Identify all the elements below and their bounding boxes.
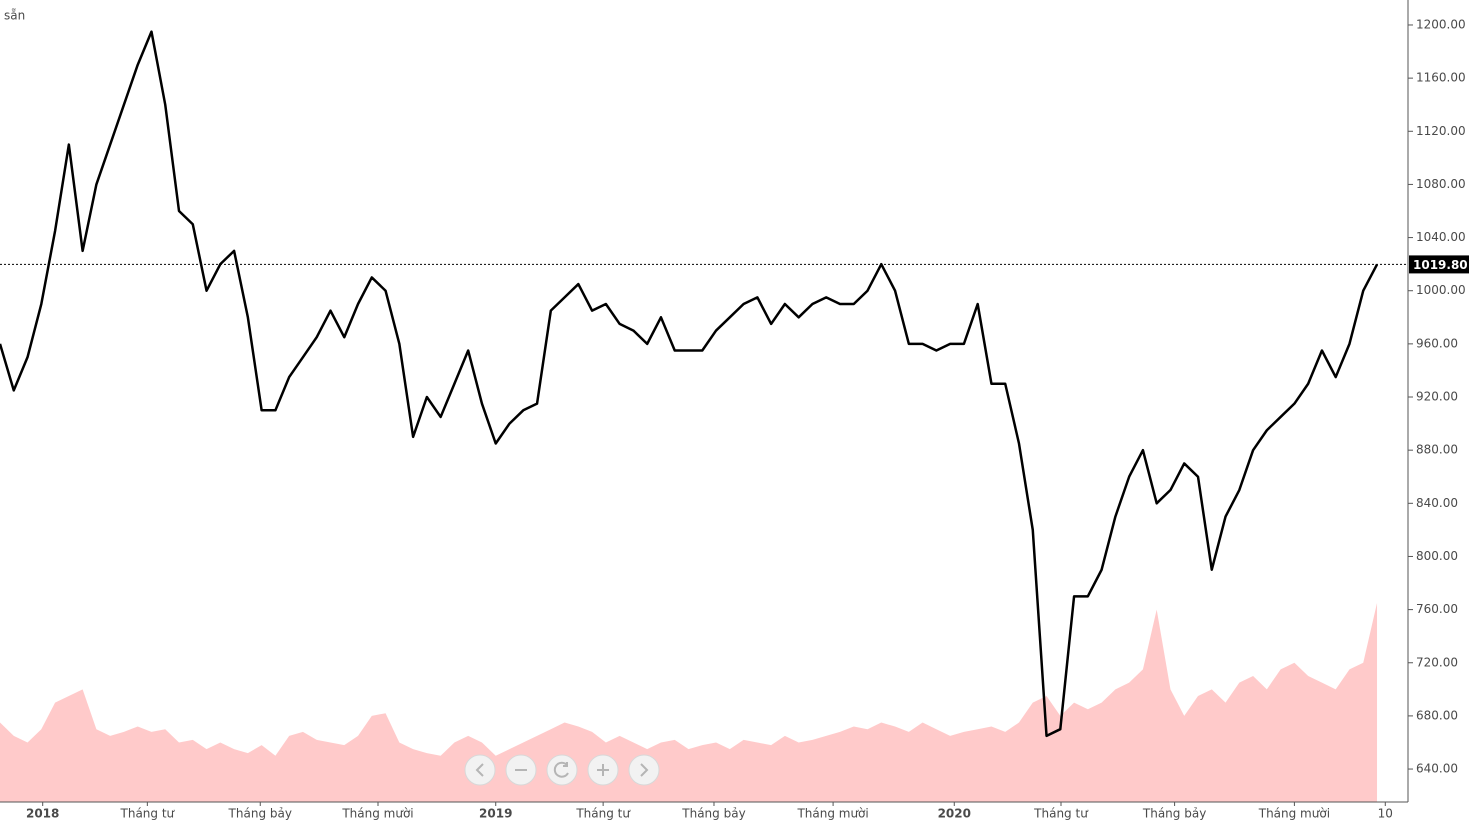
chart-title: sẵn <box>4 9 25 23</box>
y-tick-label: 1080.00 <box>1416 177 1466 191</box>
x-tick-label: Tháng bảy <box>681 807 745 821</box>
nav-buttons <box>464 754 660 786</box>
y-tick-label: 1120.00 <box>1416 124 1466 138</box>
last-value-box <box>1409 255 1469 274</box>
x-tick-label: Tháng mười <box>1258 807 1330 821</box>
y-tick-label: 1160.00 <box>1416 71 1466 85</box>
y-tick-label: 840.00 <box>1416 496 1458 510</box>
y-tick-label: 960.00 <box>1416 336 1458 350</box>
x-tick-label: Tháng mười <box>341 807 413 821</box>
zoom-in-button[interactable] <box>587 754 619 786</box>
y-tick-label: 920.00 <box>1416 390 1458 404</box>
y-tick-label: 800.00 <box>1416 549 1458 563</box>
zoom-out-button[interactable] <box>505 754 537 786</box>
y-tick-label: 1000.00 <box>1416 283 1466 297</box>
price-line <box>0 30 1379 738</box>
y-tick-label: 1200.00 <box>1416 17 1466 31</box>
x-tick-label: 10 <box>1378 807 1393 821</box>
x-tick-label: Tháng tư <box>120 807 176 821</box>
x-tick-label: Tháng tư <box>1033 807 1089 821</box>
x-tick-label: 2020 <box>938 807 971 821</box>
x-tick-label: 2019 <box>479 807 512 821</box>
y-tick-label: 720.00 <box>1416 655 1458 669</box>
volume-area <box>0 602 1378 802</box>
y-tick-label: 880.00 <box>1416 443 1458 457</box>
y-tick-label: 680.00 <box>1416 708 1458 722</box>
reset-button[interactable] <box>546 754 578 786</box>
last-value-label: 1019.80 <box>1413 258 1468 272</box>
x-tick-label: 2018 <box>26 807 59 821</box>
x-tick-label: Tháng bảy <box>228 807 292 821</box>
y-tick-label: 640.00 <box>1416 762 1458 776</box>
scroll-left-button[interactable] <box>464 754 496 786</box>
x-tick-label: Tháng mười <box>796 807 868 821</box>
x-tick-label: Tháng bảy <box>1142 807 1206 821</box>
y-tick-label: 760.00 <box>1416 602 1458 616</box>
scroll-right-button[interactable] <box>628 754 660 786</box>
y-tick-label: 1040.00 <box>1416 230 1466 244</box>
x-tick-label: Tháng tư <box>575 807 631 821</box>
